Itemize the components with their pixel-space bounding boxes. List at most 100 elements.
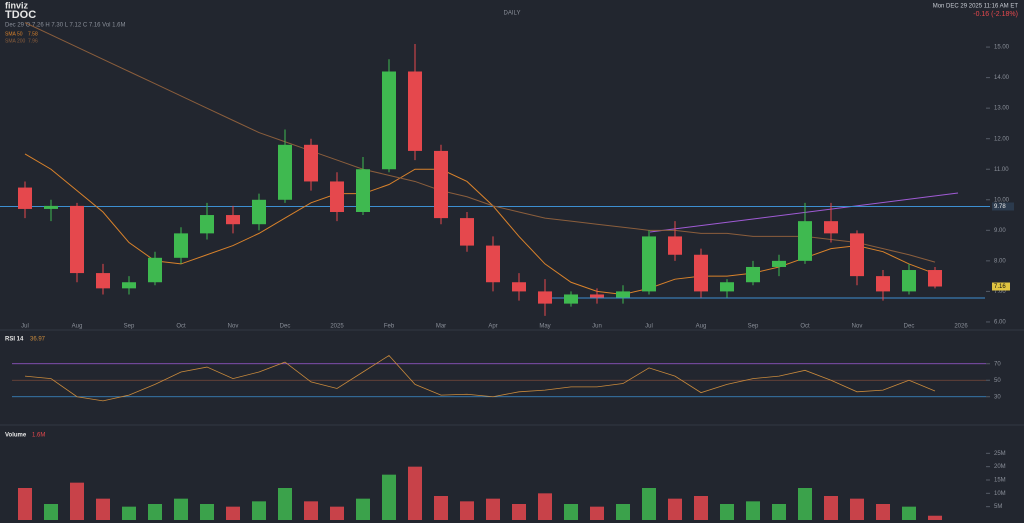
candle-body [590, 294, 604, 298]
price-change: -0.16 (-2.18%) [973, 11, 1018, 18]
candle-body [486, 245, 500, 283]
level-label: 9.78 [994, 204, 1006, 210]
candle-body [408, 71, 422, 151]
volume-bar [18, 488, 32, 520]
ticker: TDOC [5, 9, 36, 21]
y-tick-label: 50 [994, 378, 1001, 384]
y-tick-label: 30 [994, 394, 1001, 400]
candle-body [434, 150, 448, 219]
volume-bar [434, 496, 448, 520]
volume-bar [174, 498, 188, 520]
candle-body [824, 221, 838, 234]
y-tick-label: 6.00 [994, 320, 1006, 326]
volume-bar [564, 504, 578, 520]
y-tick-label: 10M [994, 491, 1006, 497]
datetime: Mon DEC 29 2025 11:16 AM ET [933, 4, 1019, 10]
x-tick-label: Dec [280, 324, 291, 330]
candle-body [330, 181, 344, 212]
candle-body [278, 144, 292, 200]
volume-bar [226, 506, 240, 520]
candle-body [772, 260, 786, 267]
y-tick-label: 5M [994, 504, 1002, 510]
candle-body [694, 254, 708, 292]
candle-body [252, 199, 266, 225]
volume-bar [720, 504, 734, 520]
volume-bar [824, 496, 838, 520]
panel-title: Volume [5, 433, 27, 439]
volume-bar [486, 498, 500, 520]
y-tick-label: 15M [994, 478, 1006, 484]
line-series [24, 22, 936, 263]
y-tick-label: 12.00 [994, 136, 1010, 142]
candle-body [668, 236, 682, 255]
candle-body [538, 291, 552, 304]
x-tick-label: Sep [124, 324, 135, 330]
volume-value: 1.6M [32, 433, 45, 439]
volume-bar [382, 474, 396, 520]
trend-line [649, 192, 959, 233]
volume-bar [616, 504, 630, 520]
volume-bar [538, 493, 552, 520]
volume-bar [850, 498, 864, 520]
x-tick-label: Feb [384, 324, 395, 330]
y-tick-label: 25M [994, 451, 1006, 457]
legend-value: 7.58 [28, 31, 38, 37]
volume-bar [330, 506, 344, 520]
panel-value: 36.97 [30, 337, 46, 343]
volume-bar [304, 501, 318, 520]
volume-bar [512, 504, 526, 520]
candle-body [616, 291, 630, 298]
candle-body [512, 282, 526, 292]
candle-body [122, 282, 136, 289]
volume-bar [122, 506, 136, 520]
volume-bar [590, 506, 604, 520]
y-tick-label: 10.00 [994, 197, 1010, 203]
volume-bar [408, 466, 422, 520]
x-tick-label: Aug [72, 324, 83, 330]
x-tick-label: Aug [696, 324, 707, 330]
volume-bar [798, 488, 812, 520]
volume-bar [642, 488, 656, 520]
candle-body [876, 276, 890, 292]
interval: DAILY [504, 11, 521, 17]
x-tick-label: May [539, 324, 550, 330]
x-tick-label: Mar [436, 324, 446, 330]
legend-name: SMA 200 [5, 38, 26, 44]
volume-bar [694, 496, 708, 520]
brand: finviz [5, 0, 29, 10]
level-badge [992, 202, 1014, 211]
volume-bar [356, 498, 370, 520]
volume-bar [772, 504, 786, 520]
candle-body [70, 205, 84, 274]
volume-bar [902, 506, 916, 520]
y-tick-label: 11.00 [994, 167, 1009, 173]
candle-body [382, 71, 396, 170]
candle-body [18, 187, 32, 209]
candle-body [850, 233, 864, 277]
line-series [24, 354, 936, 402]
candle-body [226, 215, 240, 225]
x-tick-label: 2025 [330, 324, 344, 330]
volume-bar [96, 498, 110, 520]
y-tick-label: 20M [994, 464, 1006, 470]
x-tick-label: Nov [852, 324, 863, 330]
volume-bar [278, 488, 292, 520]
y-tick-label: 15.00 [994, 45, 1010, 51]
legend-value: 7.96 [28, 38, 38, 44]
volume-bar [200, 504, 214, 520]
candle-body [720, 282, 734, 292]
candle-body [798, 221, 812, 261]
x-tick-label: Jul [645, 324, 653, 330]
panel-title: RSI 14 [5, 337, 24, 343]
x-tick-label: Oct [800, 324, 810, 330]
volume-bar [252, 501, 266, 520]
x-tick-label: Jul [21, 324, 29, 330]
x-tick-label: Dec [904, 324, 915, 330]
candle-body [928, 270, 942, 287]
candle-body [304, 144, 318, 182]
x-tick-label: 2026 [954, 324, 968, 330]
candle-body [902, 270, 916, 292]
y-tick-label: 13.00 [994, 106, 1010, 112]
volume-bar [928, 515, 942, 520]
y-tick-label: 14.00 [994, 75, 1010, 81]
